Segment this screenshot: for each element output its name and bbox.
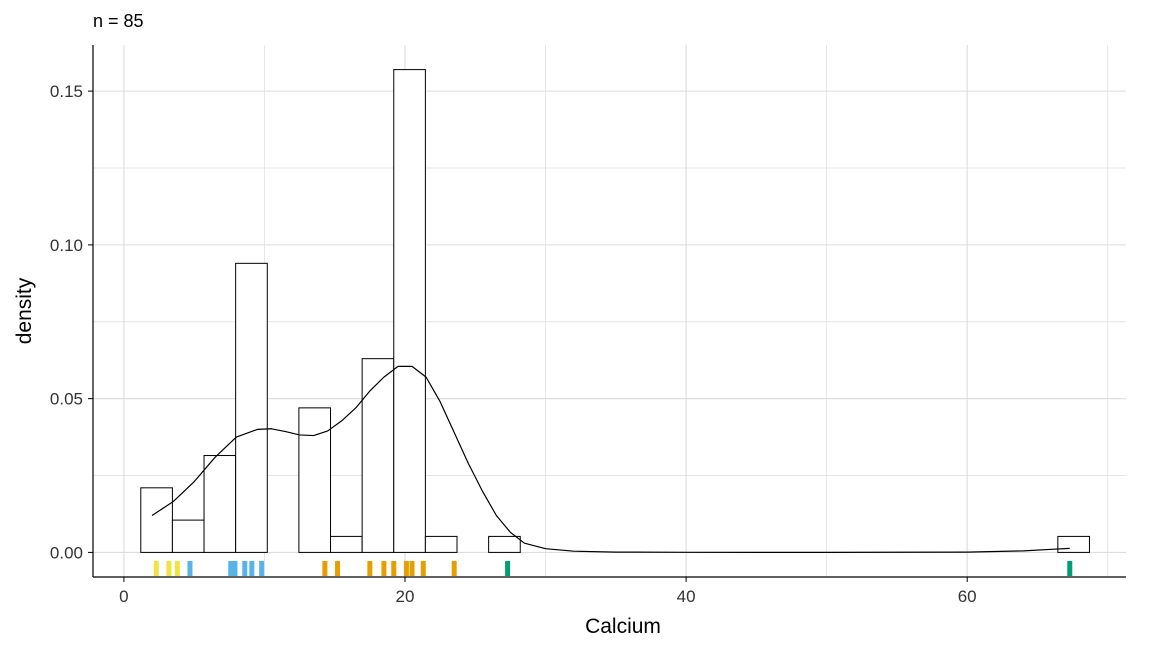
x-axis-title: Calcium — [585, 615, 661, 638]
rug-mark — [409, 561, 415, 576]
x-tick-label: 40 — [677, 587, 696, 606]
rug-mark — [232, 561, 238, 576]
histogram-bar — [140, 487, 173, 553]
rug-mark — [505, 561, 511, 576]
rug-mark — [174, 561, 180, 576]
histogram-bar — [1057, 535, 1090, 553]
rug-mark — [322, 561, 328, 576]
y-tick-label: 0.15 — [50, 82, 83, 101]
y-axis-title: density — [13, 277, 36, 344]
histogram-bar — [171, 519, 205, 553]
rug-mark — [335, 561, 341, 576]
y-tick-label: 0.10 — [50, 236, 83, 255]
rug-mark — [1067, 561, 1073, 576]
histogram-bar — [488, 535, 521, 553]
rug-mark — [367, 561, 373, 576]
x-tick-label: 60 — [958, 587, 977, 606]
y-tick-label: 0.05 — [50, 390, 83, 409]
x-tick-label: 0 — [119, 587, 128, 606]
histogram-bar — [393, 69, 426, 553]
histogram-bar — [330, 535, 363, 553]
tick-labels: 0 20 40 60 0.00 0.05 0.10 0.15 — [50, 82, 977, 606]
rug-marks — [153, 561, 1073, 576]
density-curve — [151, 365, 1070, 553]
rug-mark — [391, 561, 397, 576]
histogram-bar — [235, 262, 268, 553]
x-tick-label: 20 — [396, 587, 415, 606]
density-curve-group — [151, 365, 1070, 553]
rug-mark — [403, 561, 409, 576]
y-tick-label: 0.00 — [50, 543, 83, 562]
rug-mark — [259, 561, 265, 576]
axes — [88, 45, 1126, 582]
rug-mark — [228, 561, 234, 576]
histogram-bar — [361, 358, 395, 553]
rug-mark — [249, 561, 255, 576]
rug-mark — [242, 561, 248, 576]
rug-mark — [420, 561, 426, 576]
rug-mark — [153, 561, 159, 576]
rug-mark — [187, 561, 193, 576]
histogram-bar — [203, 455, 237, 553]
rug-mark — [381, 561, 387, 576]
rug-mark — [451, 561, 457, 576]
rug-mark — [166, 561, 172, 576]
histogram-bars — [140, 69, 1090, 553]
histogram-bar — [298, 407, 332, 553]
subtitle: n = 85 — [93, 11, 144, 31]
histogram-bar — [424, 535, 458, 553]
